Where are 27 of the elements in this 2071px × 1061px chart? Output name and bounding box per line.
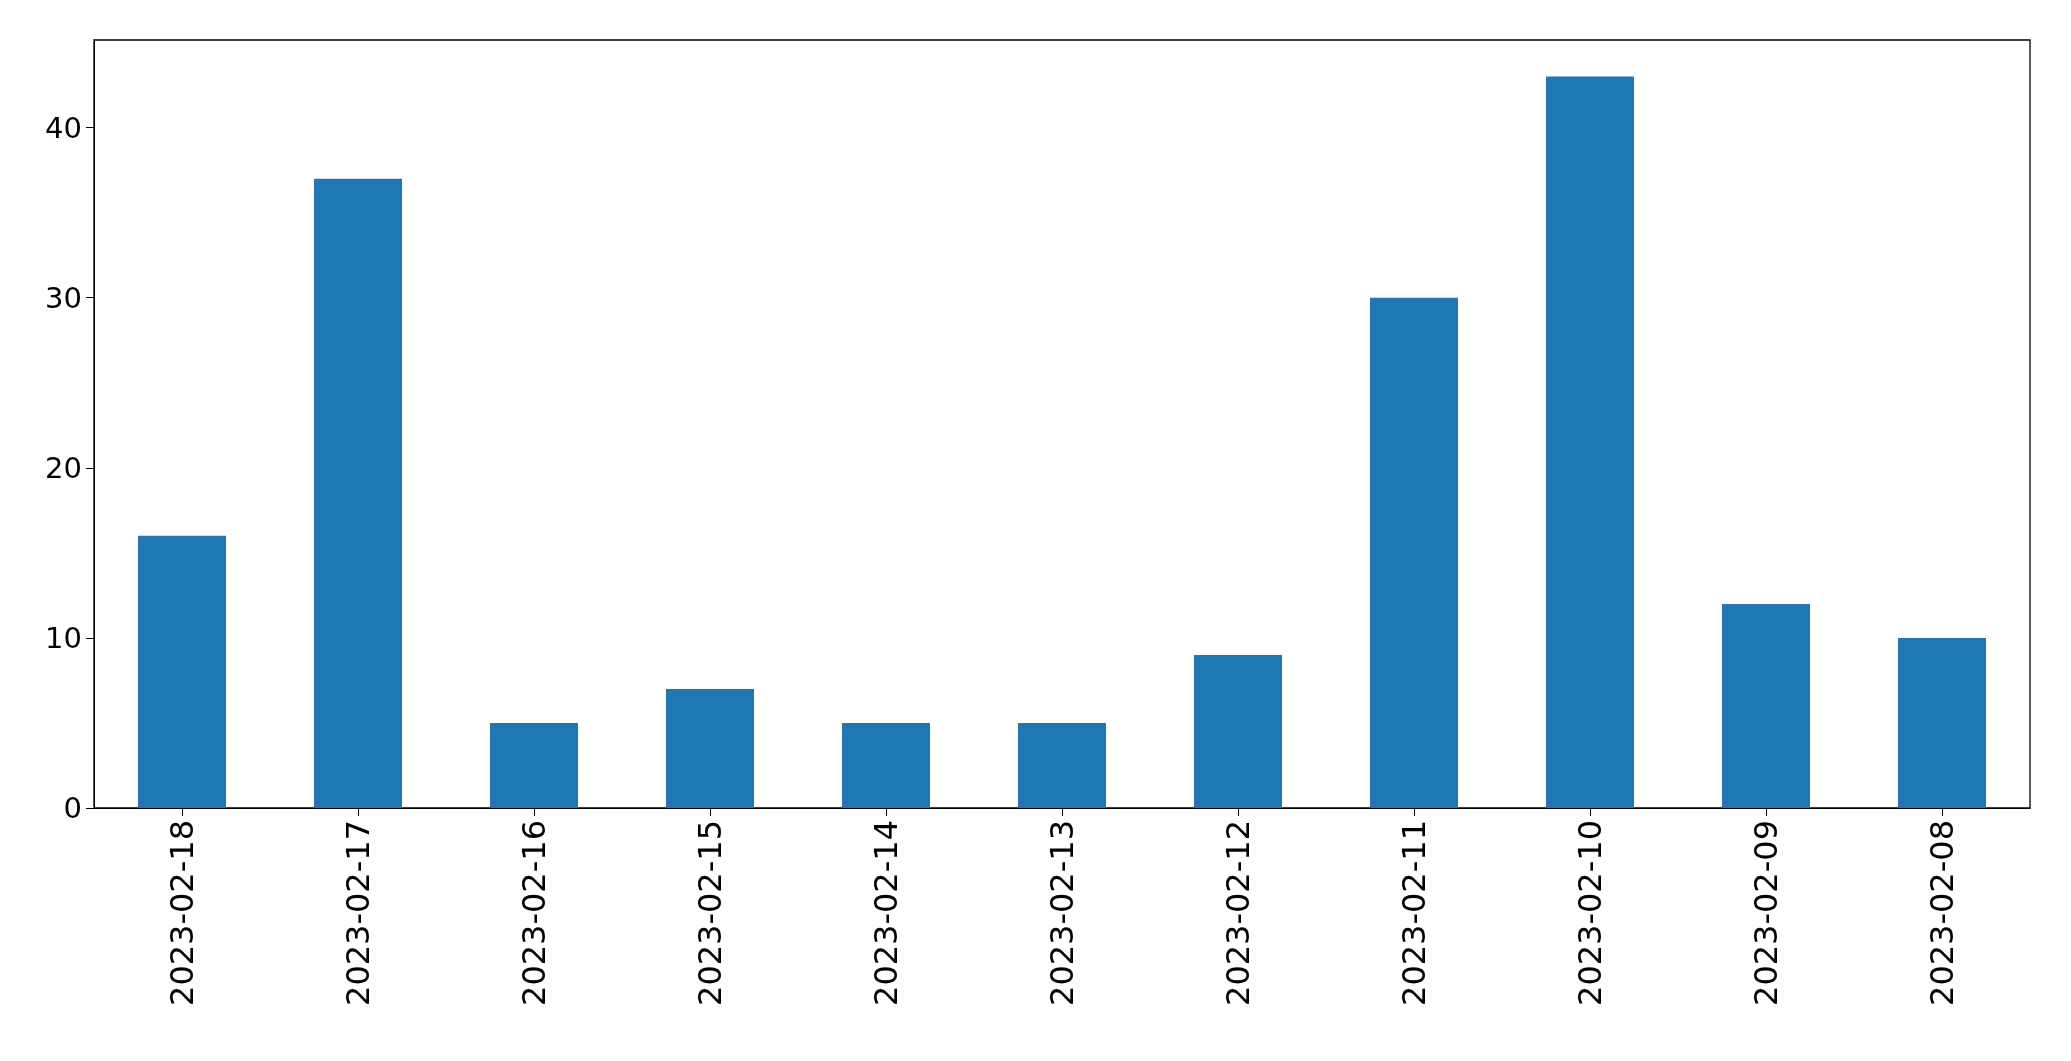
y-tick-label: 20 (45, 450, 82, 485)
bar (1722, 603, 1810, 808)
x-tick-label: 2023-02-08 (1923, 820, 1961, 1006)
x-tick-label: 2023-02-17 (339, 820, 377, 1006)
bar (1370, 297, 1458, 808)
x-tick-label: 2023-02-13 (1043, 820, 1081, 1006)
bar (1898, 637, 1986, 808)
x-tick-label: 2023-02-14 (867, 820, 905, 1006)
bar (666, 688, 754, 808)
bar (1546, 76, 1634, 808)
x-tick-label: 2023-02-11 (1395, 820, 1433, 1006)
bar (314, 178, 402, 808)
y-tick-label: 10 (45, 620, 82, 655)
y-tick-label: 0 (63, 791, 82, 825)
bar (490, 722, 578, 808)
x-tick-label: 2023-02-12 (1219, 820, 1257, 1006)
bar (1018, 722, 1106, 808)
bar (1194, 654, 1282, 808)
y-tick-label: 30 (45, 280, 82, 315)
x-tick-label: 2023-02-15 (691, 820, 729, 1006)
x-tick-label: 2023-02-16 (515, 820, 553, 1006)
bar (842, 722, 930, 808)
x-tick-label: 2023-02-18 (163, 820, 201, 1006)
y-tick-label: 40 (45, 110, 82, 145)
bar (138, 535, 226, 808)
x-tick-label: 2023-02-10 (1571, 820, 1609, 1006)
x-tick-label: 2023-02-09 (1747, 820, 1785, 1006)
